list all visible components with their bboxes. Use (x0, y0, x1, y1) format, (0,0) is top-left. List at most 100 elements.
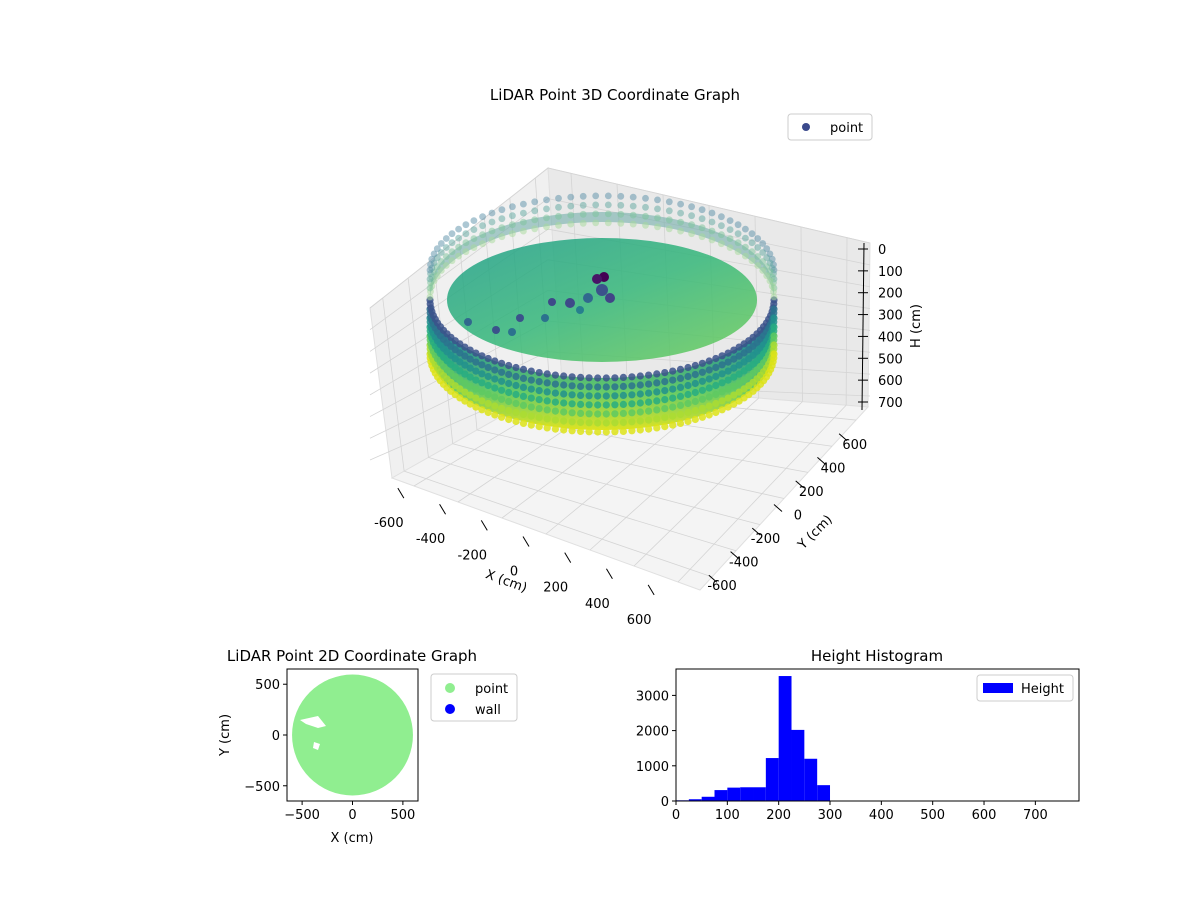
x-axis-label-3d: X (cm) (483, 567, 529, 596)
y-tick-3d (751, 527, 761, 536)
y-tick-label-hist: 0 (661, 795, 669, 810)
title-hist: Height Histogram (811, 647, 943, 665)
cloud-floor (447, 238, 757, 362)
histogram-bar (753, 787, 766, 801)
legend-hist-label: Height (1021, 682, 1064, 697)
y-tick-label-3d: 200 (799, 485, 824, 500)
x-tick-3d (397, 487, 405, 499)
x-tick-label-3d: 0 (510, 565, 518, 580)
ticks-2d: −500 0 500 −500 0 500 (244, 678, 415, 823)
legend-2d-point-marker (445, 683, 455, 693)
y-tick-label-2d: 0 (272, 729, 280, 744)
histogram-bar (740, 787, 754, 801)
point-cloud-3d (426, 192, 778, 436)
y-tick-label-hist: 1000 (636, 760, 669, 775)
x-tick-label-3d: -200 (458, 548, 488, 563)
x-tick-label-hist: 400 (869, 808, 894, 823)
x-tick-label-2d: 0 (348, 808, 356, 823)
y-tick-3d (795, 480, 805, 489)
y-tick-label-hist: 3000 (636, 689, 669, 704)
y-tick-3d (773, 504, 783, 512)
histogram-bar (727, 787, 741, 801)
histogram-bar (791, 729, 805, 801)
z-axis-label-3d: H (cm) (909, 304, 924, 348)
x-tick-label-3d: -400 (416, 532, 446, 547)
histogram-bar (714, 790, 728, 801)
legend-hist: Height (976, 674, 1074, 702)
ticks-hist: 0 100 200 300 400 500 600 700 0 1000 2000 3000 (636, 689, 1048, 823)
legend-hist-swatch (983, 683, 1013, 693)
y-tick-label-2d: 500 (255, 678, 280, 693)
x-tick-label-hist: 700 (1023, 808, 1048, 823)
title-2d: LiDAR Point 2D Coordinate Graph (227, 647, 477, 665)
x-tick-3d (439, 503, 447, 515)
y-tick-label-3d: -600 (707, 579, 737, 594)
legend-3d-marker (802, 123, 810, 131)
z-tick-label-3d: 400 (878, 330, 903, 345)
x-tick-label-hist: 200 (766, 808, 791, 823)
x-tick-3d (522, 536, 530, 547)
z-tick-label-3d: 700 (878, 396, 903, 411)
legend-2d-point-label: point (475, 682, 508, 697)
x-tick-3d (564, 552, 572, 563)
x-tick-label-3d: 400 (585, 597, 610, 612)
y-tick-label-3d: 400 (821, 461, 846, 476)
interior-cluster (464, 272, 615, 336)
y-tick-label-2d: −500 (244, 780, 280, 795)
z-tick-label-3d: 600 (878, 374, 903, 389)
legend-3d-label: point (830, 121, 863, 136)
z-tick-label-3d: 500 (878, 352, 903, 367)
y-tick-label-hist: 2000 (636, 725, 669, 740)
legend-3d: point (787, 113, 873, 141)
legend-2d-wall-marker (445, 704, 455, 714)
lidar-2d-panel: −500 0 500 −500 0 500 LiDAR Point 2D Coordina… (218, 647, 518, 846)
x-tick-3d (480, 520, 488, 531)
y-tick-label-3d: -200 (751, 532, 781, 547)
x-tick-label-3d: -600 (374, 516, 404, 531)
x-tick-3d (605, 568, 613, 580)
x-tick-label-hist: 100 (715, 808, 740, 823)
histogram-bar (804, 758, 818, 801)
axes-frame-hist (675, 668, 1080, 802)
y-tick-label-3d: -400 (729, 556, 759, 571)
x-tick-label-2d: 500 (390, 808, 415, 823)
tick-labels-3d: -600 -400 -200 0 200 400 600 -600 -400 -200 0 200 40… (374, 243, 903, 628)
gap-2d-small (313, 742, 320, 750)
x-tick-label-hist: 300 (818, 808, 843, 823)
x-tick-label-2d: −500 (284, 808, 320, 823)
histogram-bar (765, 758, 779, 801)
x-tick-label-3d: 600 (627, 613, 652, 628)
z-tick-label-3d: 300 (878, 309, 903, 324)
y-tick-3d (838, 433, 848, 442)
wall-dots (426, 192, 778, 436)
y-tick-3d (708, 574, 718, 583)
lidar-3d-panel: -600 -400 -200 0 200 400 600 -600 -400 -200 0 200 40… (369, 86, 924, 628)
x-tick-3d (647, 584, 655, 596)
legend-2d: point wall (430, 673, 518, 722)
z-tick-label-3d: 200 (878, 287, 903, 302)
gap-2d (300, 716, 326, 728)
histogram-bar (817, 785, 831, 801)
z-tick-label-3d: 100 (878, 265, 903, 280)
axis-ticks-3d (397, 242, 868, 596)
histogram-bar (701, 796, 715, 801)
y-tick-label-3d: 0 (794, 509, 802, 524)
histogram-bar (778, 676, 792, 801)
y-tick-3d (817, 456, 826, 465)
height-histogram-panel: 0 100 200 300 400 500 600 700 0 1000 2000 3000 Heig… (636, 647, 1080, 823)
x-tick-label-3d: 200 (543, 581, 568, 596)
z-tick-label-3d: 0 (878, 243, 886, 258)
y-tick-label-3d: 600 (842, 438, 867, 453)
y-tick-3d (730, 551, 739, 560)
y-axis-label-2d: Y (cm) (218, 714, 233, 757)
x-axis-label-2d: X (cm) (331, 831, 374, 846)
title-3d: LiDAR Point 3D Coordinate Graph (490, 86, 740, 104)
point-disc-2d (292, 674, 413, 796)
x-tick-label-hist: 500 (920, 808, 945, 823)
x-tick-label-hist: 600 (972, 808, 997, 823)
x-tick-label-hist: 0 (672, 808, 680, 823)
histogram-bar (688, 799, 702, 801)
legend-2d-wall-label: wall (475, 703, 501, 718)
histogram-bars (676, 676, 831, 801)
